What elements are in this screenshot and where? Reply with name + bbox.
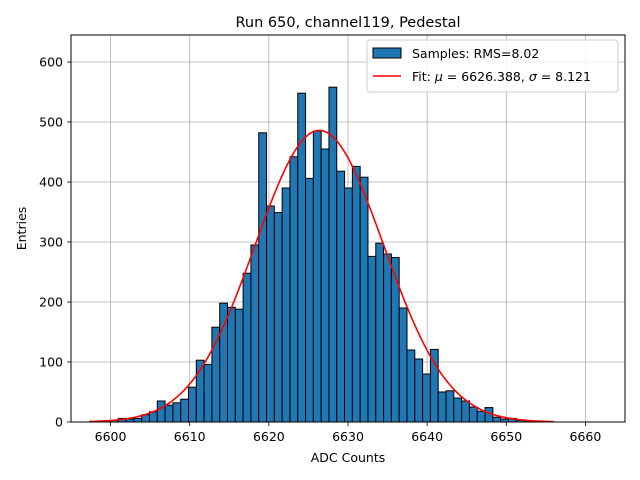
- histogram-bar: [453, 397, 463, 423]
- histogram-bar: [351, 165, 361, 423]
- y-axis-label: Entries: [14, 207, 29, 251]
- x-tick-label: 6660: [570, 429, 602, 444]
- histogram-bar: [492, 416, 502, 423]
- histogram-bar: [336, 170, 346, 423]
- histogram-bar: [445, 390, 455, 423]
- histogram-bar: [468, 406, 478, 423]
- histogram-bar: [437, 391, 447, 423]
- x-axis-label: ADC Counts: [311, 450, 386, 465]
- histogram-bar: [422, 373, 431, 423]
- histogram-bar: [164, 404, 174, 423]
- chart-title: Run 650, channel119, Pedestal: [235, 15, 460, 31]
- histogram-bar: [461, 400, 470, 423]
- histogram-bar: [266, 205, 275, 423]
- histogram-bar: [414, 358, 424, 423]
- histogram-bar: [406, 349, 416, 423]
- histogram-bar: [289, 156, 299, 423]
- histogram-bar: [227, 306, 236, 423]
- legend: Samples: RMS=8.02 Fit: μ = 6626.388, σ =…: [366, 39, 619, 93]
- x-tick-label: 6610: [174, 429, 206, 444]
- y-tick-label: 600: [39, 55, 63, 70]
- y-axis-ticks: 0 100 200 300 400 500 600: [39, 55, 71, 430]
- histogram-bar: [312, 130, 322, 423]
- histogram-bars: [102, 86, 548, 423]
- histogram-bar: [172, 402, 182, 423]
- y-tick-label: 500: [39, 115, 63, 130]
- histogram-bar: [305, 177, 314, 423]
- legend-hist-swatch: [372, 47, 402, 59]
- x-tick-label: 6620: [253, 429, 285, 444]
- histogram-bar: [133, 417, 143, 423]
- histogram-bar: [203, 363, 213, 423]
- histogram-bar: [273, 212, 283, 423]
- legend-hist-label: Samples: RMS=8.02: [412, 46, 539, 61]
- histogram-bar: [320, 148, 330, 423]
- histogram-bar: [344, 187, 353, 423]
- x-axis-ticks: 6600 6610 6620 6630 6640 6650 6660: [95, 422, 602, 444]
- histogram-bar: [476, 410, 486, 423]
- histogram-bar: [398, 307, 408, 423]
- histogram-bar: [156, 400, 166, 423]
- x-tick-label: 6600: [95, 429, 127, 444]
- y-tick-label: 100: [39, 355, 63, 370]
- histogram-bar: [242, 272, 252, 423]
- legend-box: [366, 39, 619, 93]
- fit-curve: [89, 129, 554, 423]
- histogram-bar: [187, 386, 197, 423]
- histogram-bar: [359, 176, 369, 423]
- histogram-bar: [234, 308, 244, 423]
- x-tick-label: 6630: [332, 429, 364, 444]
- histogram-bar: [250, 244, 260, 423]
- histogram-bar: [367, 255, 377, 423]
- histogram-bar: [375, 242, 385, 423]
- legend-fit-label: Fit: μ = 6626.388, σ = 8.121: [412, 69, 591, 84]
- histogram-bar: [429, 348, 439, 423]
- histogram-bar: [258, 132, 268, 423]
- y-tick-label: 300: [39, 235, 63, 250]
- histogram-bar: [180, 398, 189, 423]
- y-tick-label: 400: [39, 175, 63, 190]
- y-tick-label: 0: [55, 415, 63, 430]
- histogram-bar: [383, 253, 392, 423]
- y-tick-label: 200: [39, 295, 63, 310]
- x-tick-label: 6640: [411, 429, 443, 444]
- histogram-bar: [281, 187, 291, 423]
- x-tick-label: 6650: [490, 429, 522, 444]
